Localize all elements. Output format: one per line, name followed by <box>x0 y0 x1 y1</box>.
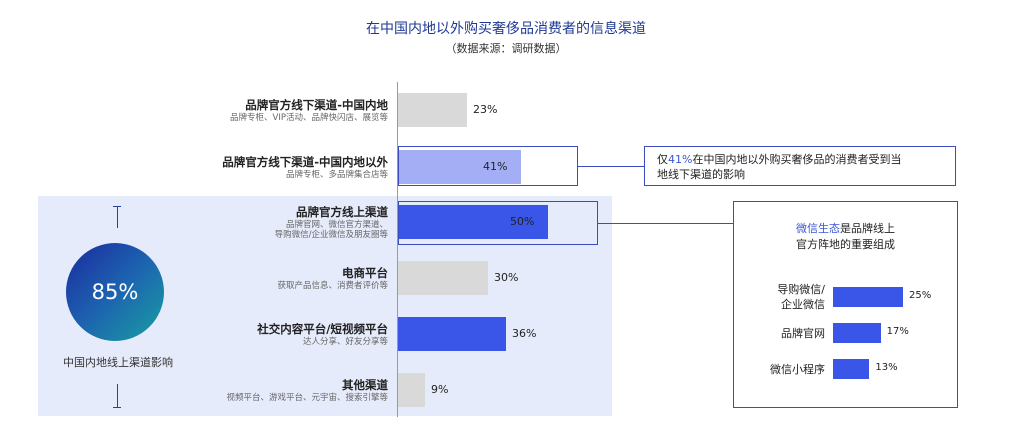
value-label: 50% <box>510 215 535 228</box>
category-subtitle: 达人分享、好友分享等 <box>302 337 388 347</box>
range-cap-bottom <box>113 407 121 408</box>
wechat-category-label: 企业微信 <box>781 298 825 311</box>
bar <box>398 150 521 184</box>
value-label: 41% <box>483 160 508 173</box>
callout-text-line2: 地线下渠道的影响 <box>657 168 745 181</box>
wechat-value-label: 25% <box>909 290 932 301</box>
wechat-bar <box>833 287 903 307</box>
bar <box>398 317 506 351</box>
wechat-title-line2: 官方阵地的重要组成 <box>796 238 895 251</box>
value-label: 30% <box>494 271 519 284</box>
chart-title: 在中国内地以外购买奢侈品消费者的信息渠道 <box>366 21 646 37</box>
wechat-bar <box>833 323 881 343</box>
bar <box>398 205 548 239</box>
online-impact-circle <box>66 243 164 341</box>
category-subtitle: 品牌专柜、VIP活动、品牌快闪店、展览等 <box>230 113 388 123</box>
online-impact-value: 85% <box>91 280 139 304</box>
online-highlight-frame <box>398 201 598 245</box>
category-label: 其他渠道 <box>342 378 388 392</box>
range-line-top <box>117 206 118 228</box>
category-label: 电商平台 <box>342 266 388 280</box>
chart-subtitle: （数据来源：调研数据） <box>445 42 567 55</box>
wechat-panel-title: 微信生态是品牌线上 官方阵地的重要组成 <box>733 221 958 253</box>
wechat-category-label: 微信小程序 <box>770 362 825 376</box>
bar-axis-line <box>397 82 398 417</box>
bar <box>398 261 488 295</box>
online-connector <box>598 223 733 224</box>
range-cap-top <box>113 206 121 207</box>
offline-connector <box>578 166 644 167</box>
online-impact-caption: 中国内地线上渠道影响 <box>63 356 173 369</box>
offline-callout: 仅41%在中国内地以外购买奢侈品的消费者受到当 地线下渠道的影响 <box>644 146 956 186</box>
bar <box>398 93 467 127</box>
wechat-title-rest: 是品牌线上 <box>840 222 895 235</box>
callout-prefix: 仅 <box>657 153 668 166</box>
wechat-bar <box>833 359 870 379</box>
value-label: 36% <box>512 327 537 340</box>
wechat-value-label: 13% <box>875 362 898 373</box>
category-subtitle: 视频平台、游戏平台、元宇宙、搜索引擎等 <box>226 393 388 403</box>
category-label: 品牌官方线下渠道-中国内地以外 <box>222 155 388 169</box>
category-subtitle: 品牌专柜、多品牌集合店等 <box>285 170 388 180</box>
wechat-category-label: 品牌官网 <box>781 326 825 340</box>
category-subtitle: 获取产品信息、消费者评价等 <box>277 281 388 291</box>
category-label: 品牌官方线上渠道 <box>296 205 388 219</box>
callout-text-line1: 在中国内地以外购买奢侈品的消费者受到当 <box>692 153 902 166</box>
category-label: 社交内容平台/短视频平台 <box>257 322 388 336</box>
value-label: 9% <box>431 383 449 396</box>
wechat-value-label: 17% <box>886 326 909 337</box>
wechat-panel <box>733 201 958 408</box>
category-subtitle: 品牌官网、微信官方渠道、 <box>285 220 388 230</box>
wechat-title-highlight: 微信生态 <box>796 222 840 235</box>
wechat-category-label: 导购微信/ <box>777 283 825 296</box>
category-label: 品牌官方线下渠道-中国内地 <box>245 98 388 112</box>
offline-highlight-frame <box>398 146 578 186</box>
range-line-bottom <box>117 384 118 408</box>
callout-highlight: 41% <box>668 153 693 166</box>
category-subtitle: 导购微信/企业微信及朋友圈等 <box>274 230 388 240</box>
value-label: 23% <box>473 103 498 116</box>
bar <box>398 373 425 407</box>
